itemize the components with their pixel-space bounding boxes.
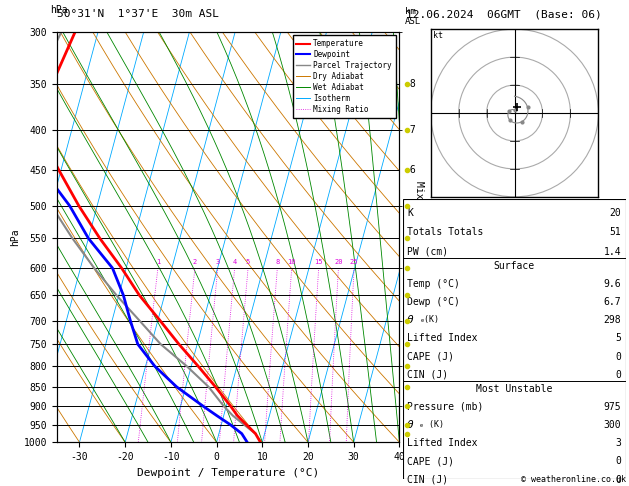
Text: 12.06.2024  06GMT  (Base: 06): 12.06.2024 06GMT (Base: 06) [406, 9, 601, 19]
Text: ₑ (K): ₑ (K) [420, 420, 444, 429]
Text: 298: 298 [604, 315, 621, 325]
Text: Lifted Index: Lifted Index [407, 333, 477, 344]
Text: 0: 0 [616, 351, 621, 362]
Text: -6: -6 [404, 165, 416, 175]
Text: -3: -3 [404, 315, 416, 326]
Text: 9.6: 9.6 [604, 279, 621, 289]
Text: -8: -8 [404, 79, 416, 89]
Text: 3: 3 [616, 438, 621, 448]
Text: 0: 0 [616, 456, 621, 467]
Text: -1: -1 [404, 401, 416, 411]
Y-axis label: Mixing Ratio (g/kg): Mixing Ratio (g/kg) [414, 181, 423, 293]
Text: PW (cm): PW (cm) [407, 247, 448, 257]
Text: -5: -5 [404, 201, 416, 211]
Text: 51: 51 [610, 227, 621, 237]
Text: -2: -2 [404, 361, 416, 371]
Text: CAPE (J): CAPE (J) [407, 351, 454, 362]
Text: -LCL: -LCL [404, 429, 428, 439]
Text: 3: 3 [216, 259, 220, 265]
Text: K: K [407, 208, 413, 218]
Legend: Temperature, Dewpoint, Parcel Trajectory, Dry Adiabat, Wet Adiabat, Isotherm, Mi: Temperature, Dewpoint, Parcel Trajectory… [292, 35, 396, 118]
Text: -4: -4 [404, 263, 416, 273]
Text: 975: 975 [604, 402, 621, 412]
Text: 5: 5 [616, 333, 621, 344]
Text: 0: 0 [616, 370, 621, 380]
X-axis label: Dewpoint / Temperature (°C): Dewpoint / Temperature (°C) [137, 468, 319, 478]
Text: 6.7: 6.7 [604, 297, 621, 307]
Text: 4: 4 [233, 259, 237, 265]
Y-axis label: hPa: hPa [11, 228, 21, 246]
Text: 0: 0 [616, 474, 621, 485]
Text: 15: 15 [314, 259, 323, 265]
Text: 300: 300 [604, 420, 621, 430]
Text: 10: 10 [287, 259, 296, 265]
Text: ₑ(K): ₑ(K) [420, 315, 439, 324]
Text: 8: 8 [276, 259, 279, 265]
Text: km
ASL: km ASL [404, 7, 421, 26]
Text: hPa: hPa [50, 4, 68, 15]
Text: -7: -7 [404, 125, 416, 135]
Text: kt: kt [433, 31, 443, 39]
Text: θ: θ [407, 420, 414, 430]
Text: 25: 25 [350, 259, 359, 265]
Text: Temp (°C): Temp (°C) [407, 279, 460, 289]
Text: 1: 1 [156, 259, 160, 265]
Text: Dewp (°C): Dewp (°C) [407, 297, 460, 307]
Text: CIN (J): CIN (J) [407, 370, 448, 380]
Text: 2: 2 [193, 259, 197, 265]
Text: Totals Totals: Totals Totals [407, 227, 484, 237]
Text: 20: 20 [610, 208, 621, 218]
Text: Surface: Surface [494, 260, 535, 271]
Text: 5: 5 [246, 259, 250, 265]
Text: 50°31'N  1°37'E  30m ASL: 50°31'N 1°37'E 30m ASL [57, 9, 219, 19]
Text: Pressure (mb): Pressure (mb) [407, 402, 484, 412]
Text: 1.4: 1.4 [604, 247, 621, 257]
Text: CIN (J): CIN (J) [407, 474, 448, 485]
Text: Most Unstable: Most Unstable [476, 384, 552, 394]
Text: θ: θ [407, 315, 414, 325]
Text: CAPE (J): CAPE (J) [407, 456, 454, 467]
Text: 20: 20 [334, 259, 343, 265]
Text: © weatheronline.co.uk: © weatheronline.co.uk [521, 474, 626, 484]
Text: Lifted Index: Lifted Index [407, 438, 477, 448]
